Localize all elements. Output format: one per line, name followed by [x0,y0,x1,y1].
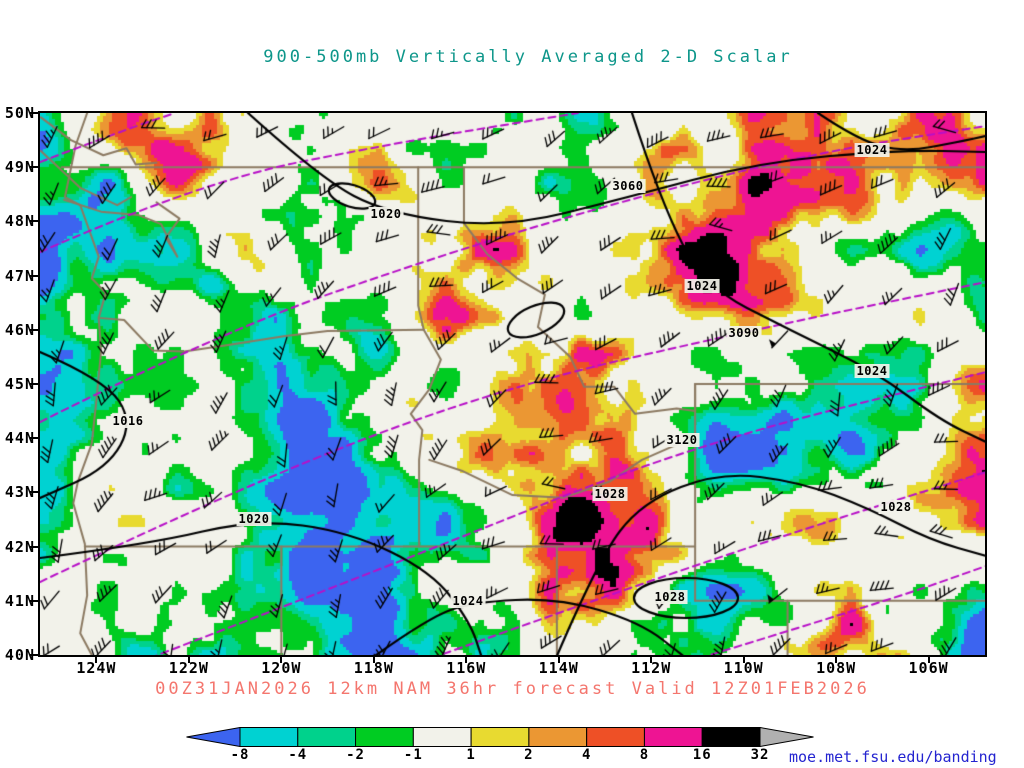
lon-tick [465,657,468,663]
lat-tick [30,654,38,656]
colorbar-tick-labels: -8 -4 -2 -1 1 2 4 8 16 32 [185,747,815,765]
contour-label: 1024 [854,143,890,157]
lon-label: 112W [631,659,672,677]
lat-label: 45N [4,375,35,393]
contour-label: 1020 [368,207,404,221]
lat-tick [30,599,38,602]
credit-link[interactable]: moe.met.fsu.edu/banding [789,748,997,766]
lon-label: 106W [908,659,949,677]
contour-label: 3060 [610,179,646,193]
lon-label: 114W [538,659,579,677]
lon-tick [557,657,560,663]
lat-label: 43N [4,483,35,502]
lon-tick [280,657,283,663]
forecast-caption: 00Z31JAN2026 12km NAM 36hr forecast Vali… [155,679,870,699]
contour-label: 1024 [854,364,890,378]
colorbar-tick: 8 [639,747,650,763]
contour-label: 3120 [664,433,700,447]
colorbar [185,726,815,748]
lon-tick [650,657,653,663]
lon-label: 124W [76,659,117,677]
lon-label: 122W [168,659,209,677]
colorbar-tick: 1 [466,747,476,763]
contour-label: 1024 [684,279,720,293]
lon-label: 120W [261,659,302,677]
lat-tick [30,545,38,548]
lon-label: 116W [446,659,487,677]
lon-tick [835,657,838,663]
lon-tick [372,657,375,663]
lon-label: 110W [723,659,764,677]
contour-label: 1028 [592,487,628,501]
colorbar-tick: 16 [692,747,712,763]
colorbar-tick: 32 [750,747,770,763]
contour-label: 1024 [450,594,486,608]
colorbar-tick: -8 [230,747,250,763]
colorbar-tick: -2 [346,747,365,763]
lon-tick [742,657,745,663]
lon-tick [95,657,98,663]
colorbar-tick: -4 [288,747,308,763]
contour-label: 1020 [236,512,272,526]
lat-tick [30,437,38,440]
colorbar-tick: 2 [524,747,534,763]
colorbar-tick: -1 [403,747,423,763]
lat-tick [30,491,38,494]
colorbar-tick: 4 [581,747,592,763]
lat-label: 44N [4,429,35,448]
lon-tick [927,657,930,663]
contour-label: 3090 [726,326,762,340]
map-frame: 1016 1020 1020 1024 1024 1024 1024 1028 1028 1028… [38,111,987,657]
contour-label: 1016 [110,414,146,428]
frontogenesis-field-canvas [40,113,985,655]
lat-label: 42N [4,537,35,556]
contour-label: 1028 [652,590,688,604]
lon-tick [187,657,190,663]
contour-label: 1028 [878,500,914,514]
title-line-1: 900-500mb Vertically Averaged 2-D Scalar [263,47,793,67]
lat-tick [30,383,38,385]
lat-label: 41N [4,591,35,610]
lon-label: 118W [353,659,394,677]
lat-label: 40N [4,646,35,664]
contour-label-layer: 1016 1020 1020 1024 1024 1024 1024 1028 1028 1028… [40,113,985,655]
lon-label: 108W [816,659,857,677]
